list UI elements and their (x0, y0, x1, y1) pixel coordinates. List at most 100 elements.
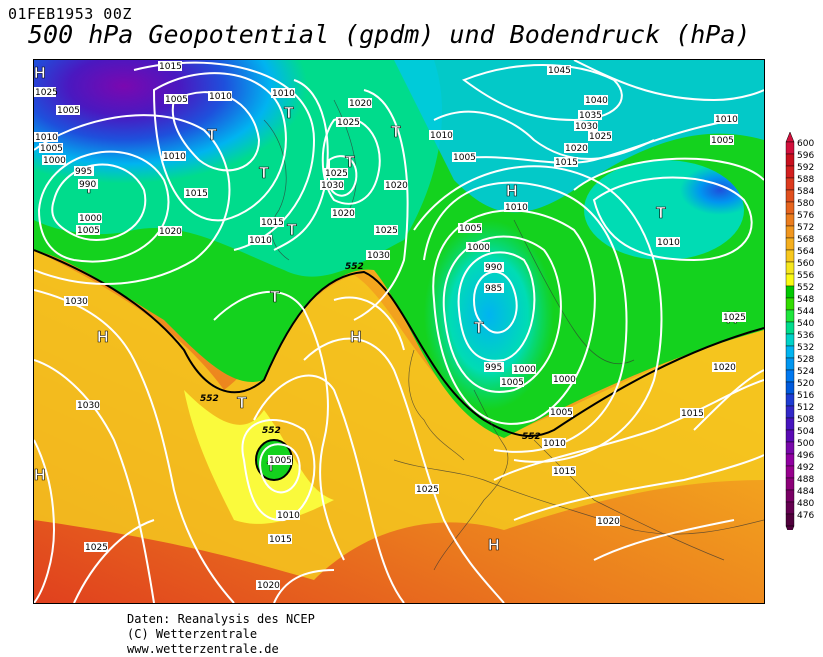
legend-swatch (785, 513, 795, 527)
legend-label: 600 (797, 139, 814, 149)
isobar-label: 1015 (261, 218, 284, 228)
legend-label: 516 (797, 391, 814, 401)
legend-label: 572 (797, 223, 814, 233)
isobar-label: 1010 (272, 89, 295, 99)
isobar-label: 1010 (657, 238, 680, 248)
isobar-label: 1005 (77, 226, 100, 236)
isobar-label: 995 (75, 167, 92, 177)
legend-swatch (785, 405, 795, 419)
legend-swatch (785, 441, 795, 455)
legend-label: 560 (797, 259, 814, 269)
legend-label: 496 (797, 451, 814, 461)
isobar-label: 1025 (723, 313, 746, 323)
isobar-label: 1010 (715, 115, 738, 125)
legend-label: 508 (797, 415, 814, 425)
isobar-label: 1030 (575, 122, 598, 132)
isobar-label: 1005 (453, 153, 476, 163)
legend-label: 568 (797, 235, 814, 245)
legend-swatch (785, 273, 795, 287)
low-label: T (284, 105, 294, 122)
isobar-label: 1005 (459, 224, 482, 234)
isobar-label: 995 (468, 244, 485, 254)
isobar-label: 1020 (713, 364, 736, 374)
legend-label: 480 (797, 499, 814, 509)
contour-labels: 552 552 552 552 552 (200, 262, 753, 442)
isobar-label-group: 1015 (158, 61, 182, 72)
isobar-label: 1020 (349, 99, 372, 109)
legend-swatch (785, 165, 795, 179)
isobar-label: 1035 (579, 111, 602, 121)
high-label: H (488, 537, 500, 554)
isobar-label: 1005 (550, 408, 573, 418)
low-label: T (345, 154, 355, 171)
legend-swatch (785, 309, 795, 323)
legend-swatch (785, 465, 795, 479)
credits: Daten: Reanalysis des NCEP (C) Wetterzen… (127, 612, 315, 657)
legend-label: 488 (797, 475, 814, 485)
yellow-band (34, 250, 764, 580)
legend-label: 564 (797, 247, 814, 257)
isobar-label: 1015 (159, 62, 182, 72)
legend-swatch (785, 297, 795, 311)
weather-map: H H H H H H H T T T T T T T T T T T T 10… (33, 59, 765, 604)
legend-label: 584 (797, 187, 814, 197)
isobar-label: 1015 (185, 189, 208, 199)
isobar-label: 1020 (713, 363, 736, 373)
low-label: T (656, 205, 666, 222)
isobar-label: 1025 (85, 543, 108, 553)
credit-data-source: Daten: Reanalysis des NCEP (127, 612, 315, 626)
legend-swatch (785, 141, 795, 155)
legend-label: 484 (797, 487, 814, 497)
legend-label: 500 (797, 439, 814, 449)
legend-label: 556 (797, 271, 814, 281)
isobar-label: 1000 (79, 214, 102, 224)
legend-label: 504 (797, 427, 814, 437)
isobar-label: 1020 (332, 209, 355, 219)
legend-swatch (785, 393, 795, 407)
low-label: T (267, 459, 275, 474)
low-label: T (474, 320, 484, 337)
isobar-label: 995 (485, 363, 502, 373)
high-label: H (506, 183, 518, 200)
isobar-label: 990 (485, 263, 502, 273)
contour-label: 552 (262, 426, 281, 436)
isobar-label: 1020 (597, 517, 620, 527)
isobar-label: 1015 (681, 410, 704, 420)
contour-label: 552 (734, 305, 753, 315)
isobar-label: 1005 (269, 456, 292, 466)
contour-label: 552 (200, 394, 219, 404)
high-label: H (34, 65, 46, 82)
isobar-label: 1005 (40, 144, 63, 154)
legend-label: 592 (797, 163, 814, 173)
isobar-label: 1025 (325, 169, 348, 179)
isobar-label: 1015 (269, 535, 292, 545)
isobar-label: 1005 (165, 95, 188, 105)
legend-swatch (785, 333, 795, 347)
isobar-label: 1000 (513, 365, 536, 375)
isobar-label: 1000 (553, 375, 576, 385)
isobar-label: 1015 (553, 467, 576, 477)
isobar-label: 1030 (367, 251, 390, 261)
legend-swatch (785, 489, 795, 503)
isobar-label: 1015 (553, 158, 576, 168)
isobar-label: 1020 (397, 182, 420, 192)
isobar-label: 1015 (555, 158, 578, 168)
isobar-label: 1030 (321, 181, 344, 191)
legend-swatch (785, 225, 795, 239)
isobar-label: 1010 (249, 236, 272, 246)
legend-swatch (785, 153, 795, 167)
legend-swatch (785, 453, 795, 467)
legend-label: 576 (797, 211, 814, 221)
isobar-label: 1010 (543, 439, 566, 449)
low-label: T (287, 222, 297, 239)
legend-arrow-down (785, 525, 795, 537)
legend-swatch (785, 249, 795, 263)
legend-label: 512 (797, 403, 814, 413)
isobar-label: 1025 (589, 132, 612, 142)
legend-label: 580 (797, 199, 814, 209)
credit-copyright: (C) Wetterzentrale (127, 627, 258, 641)
legend-swatch (785, 357, 795, 371)
isobar-label: 1010 (277, 511, 300, 521)
legend-swatch (785, 285, 795, 299)
legend-label: 536 (797, 331, 814, 341)
